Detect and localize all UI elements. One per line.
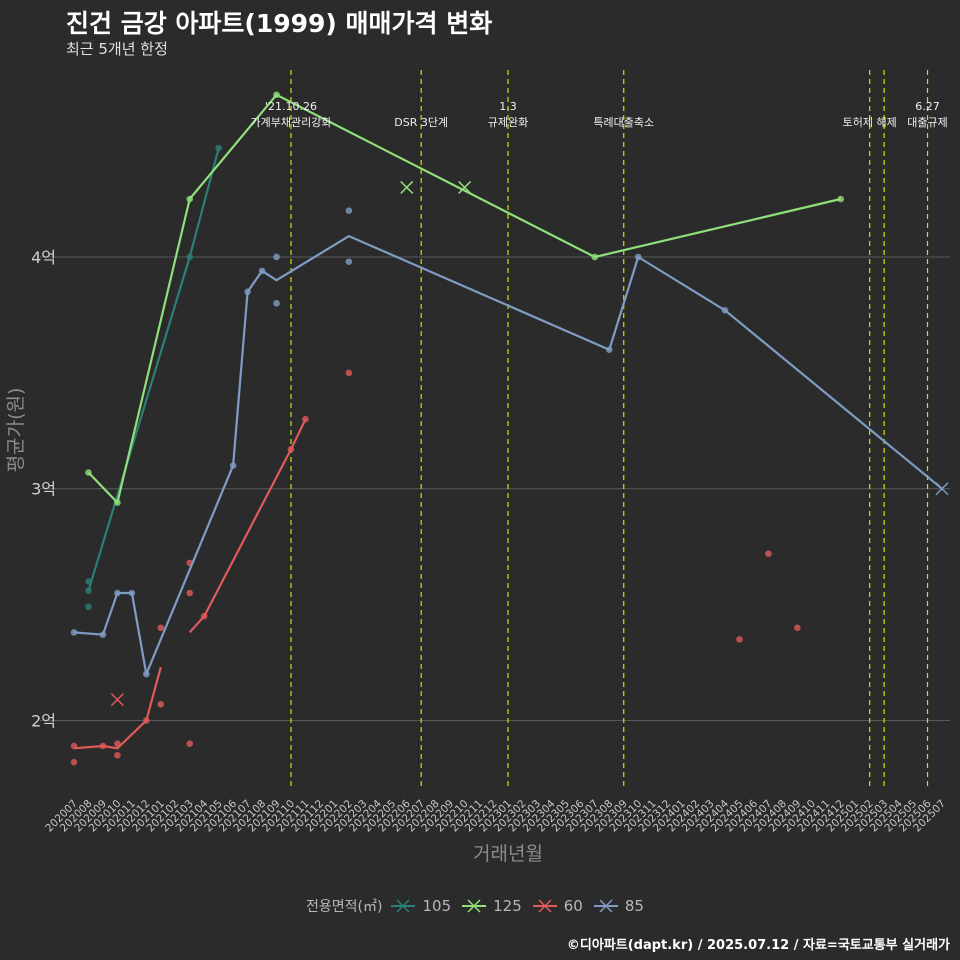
legend-item: 85	[593, 896, 644, 916]
grid-layer	[40, 256, 950, 721]
data-point	[186, 589, 194, 597]
data-point	[837, 195, 845, 203]
event-lines	[290, 70, 929, 790]
y-tick-label: 3억	[31, 480, 56, 499]
data-point	[215, 144, 222, 152]
cross-marker	[110, 693, 124, 707]
event-label: 규제완화	[488, 116, 528, 129]
legend-key-icon	[532, 899, 557, 913]
event-label: DSR 3단계	[394, 116, 448, 129]
series-layer	[70, 91, 949, 766]
series-line	[73, 666, 162, 750]
series-line	[87, 147, 220, 592]
data-point	[114, 751, 121, 759]
legend-item: 60	[532, 896, 583, 916]
data-point	[736, 636, 743, 643]
legend-title: 전용면적(㎡)	[306, 899, 383, 915]
source-caption: ©디아파트(dapt.kr) / 2025.07.12 / 자료=국토교통부 실…	[566, 938, 950, 953]
data-point	[157, 700, 165, 708]
series-line	[188, 418, 307, 634]
chart-title: 진건 금강 아파트(1999) 매매가격 변화	[66, 9, 493, 38]
data-point	[157, 624, 165, 632]
event-label: 특례대출축소	[593, 116, 654, 129]
event-label: 6.27	[915, 100, 940, 113]
data-point	[345, 258, 353, 265]
event-label: 가계부채관리강화	[251, 116, 332, 129]
legend-key-icon	[391, 899, 416, 913]
data-point	[70, 758, 78, 766]
cross-marker	[935, 482, 949, 496]
event-label: 1.3	[499, 100, 517, 113]
y-tick-label: 4억	[31, 248, 56, 267]
price-chart: 2억3억4억2020072020082020092020102020112020…	[5, 70, 950, 865]
data-point	[765, 550, 772, 557]
legend: 전용면적(㎡) 105 125 60 85	[0, 896, 960, 916]
cross-marker	[458, 180, 472, 194]
legend-label: 105	[422, 897, 452, 915]
event-label: 토허제 해제	[843, 115, 897, 129]
label-layer: 2억3억4억2020072020082020092020102020112020…	[31, 100, 948, 834]
legend-label: 85	[624, 897, 644, 915]
legend-item: 125	[461, 896, 522, 916]
legend-key-icon	[593, 899, 618, 913]
y-tick-label: 2억	[31, 711, 56, 730]
data-point	[186, 740, 194, 747]
data-point	[273, 300, 280, 307]
data-point	[273, 253, 280, 261]
series-line	[73, 235, 943, 676]
y-axis-label: 평균가(원)	[5, 388, 27, 473]
chart-subtitle: 최근 5개년 한정	[66, 40, 168, 58]
event-label: '21.10.26	[265, 100, 317, 113]
legend-label: 125	[493, 897, 522, 915]
data-point	[345, 369, 353, 377]
event-label: 대출규제	[907, 116, 947, 129]
data-point	[85, 603, 92, 611]
data-point	[345, 207, 353, 214]
x-axis-label: 거래년월	[473, 843, 543, 865]
cross-marker	[400, 180, 414, 194]
series-line	[87, 93, 841, 504]
legend-label: 60	[563, 897, 583, 915]
legend-item: 105	[390, 896, 451, 916]
legend-key-icon	[462, 899, 487, 913]
data-point	[794, 624, 801, 632]
